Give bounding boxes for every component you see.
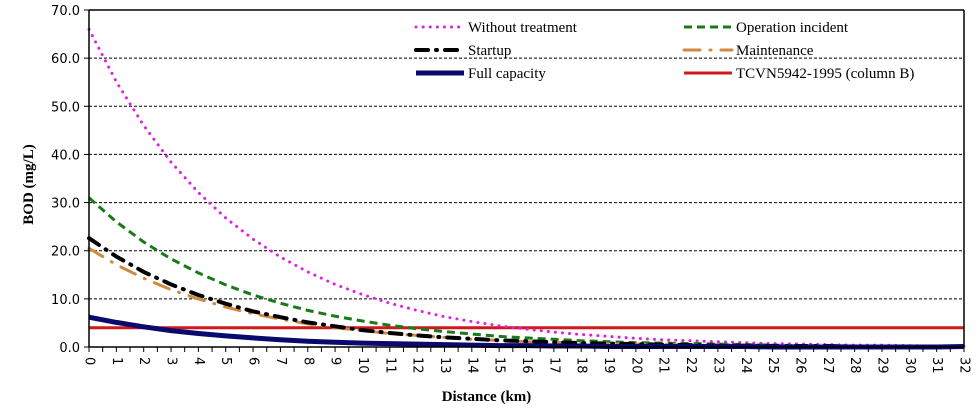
y-axis-ticks: 0.0 10.0 20.0 30.0 40.0 50.0 60.0 70.0 xyxy=(51,4,89,356)
x-tick-label: 30 xyxy=(902,357,917,374)
x-tick-label: 23 xyxy=(710,357,725,374)
x-tick-label: 26 xyxy=(792,357,807,374)
x-tick-label: 31 xyxy=(929,357,944,374)
x-tick-label: 7 xyxy=(273,357,288,365)
x-tick-label: 3 xyxy=(164,357,179,365)
y-tick-label: 50.0 xyxy=(51,100,80,115)
legend-label: Startup xyxy=(468,43,511,59)
legend-label: Maintenance xyxy=(736,43,814,59)
legend-item: Without treatment xyxy=(414,20,578,36)
x-tick-label: 5 xyxy=(218,357,233,365)
x-tick-label: 10 xyxy=(355,357,370,374)
y-tick-label: 60.0 xyxy=(51,52,80,67)
legend-item: Maintenance xyxy=(682,43,814,59)
y-tick-label: 10.0 xyxy=(51,293,80,308)
legend-label: Operation incident xyxy=(736,20,849,36)
legend-label: Without treatment xyxy=(468,20,578,36)
series-line-maintenance xyxy=(87,246,966,348)
x-tick-label: 16 xyxy=(519,357,534,374)
x-tick-label: 18 xyxy=(574,357,589,374)
legend-label: TCVN5942-1995 (column B) xyxy=(736,66,914,82)
legend-item: Full capacity xyxy=(416,66,546,82)
x-tick-label: 21 xyxy=(656,357,671,374)
x-tick-label: 24 xyxy=(738,357,753,374)
legend-item: TCVN5942-1995 (column B) xyxy=(684,66,914,82)
x-tick-label: 11 xyxy=(382,357,397,374)
x-tick-label: 13 xyxy=(437,357,452,374)
legend: Without treatment Operation incident Start… xyxy=(414,20,914,82)
y-tick-label: 40.0 xyxy=(51,148,80,163)
legend-label: Full capacity xyxy=(468,66,546,82)
series-line-operation-incident xyxy=(88,196,964,348)
x-tick-label: 2 xyxy=(136,357,151,365)
x-tick-label: 25 xyxy=(765,357,780,374)
x-tick-label: 0 xyxy=(82,357,97,365)
x-tick-label: 29 xyxy=(874,357,889,374)
x-tick-label: 14 xyxy=(464,357,479,374)
x-tick-label: 4 xyxy=(191,357,206,365)
x-axis-ticks: 0 1 2 3 4 5 6 7 8 9 10 11 12 13 14 15 16 17 18 19 20 21 22 23 24… xyxy=(82,347,972,374)
x-tick-label: 20 xyxy=(628,357,643,374)
x-tick-label: 15 xyxy=(492,357,507,374)
x-tick-label: 12 xyxy=(410,357,425,374)
gridlines xyxy=(89,57,964,300)
x-tick-label: 17 xyxy=(546,357,561,374)
x-tick-label: 6 xyxy=(246,357,261,365)
x-tick-label: 28 xyxy=(847,357,862,374)
series-line-startup xyxy=(87,236,966,349)
x-tick-label: 32 xyxy=(957,357,972,374)
axes xyxy=(88,9,965,348)
y-tick-label: 70.0 xyxy=(51,4,80,19)
y-tick-label: 0.0 xyxy=(59,341,80,356)
x-axis-title: Distance (km) xyxy=(442,389,532,405)
x-tick-label: 27 xyxy=(820,357,835,374)
y-tick-label: 30.0 xyxy=(51,197,80,212)
legend-item: Operation incident xyxy=(684,20,849,36)
y-axis-title: BOD (mg/L) xyxy=(21,144,37,224)
legend-item: Startup xyxy=(414,43,511,59)
x-tick-label: 9 xyxy=(328,357,343,365)
x-tick-label: 19 xyxy=(601,357,616,374)
x-tick-label: 8 xyxy=(300,357,315,365)
y-tick-label: 20.0 xyxy=(51,245,80,260)
x-tick-label: 1 xyxy=(109,357,124,365)
x-tick-label: 22 xyxy=(683,357,698,374)
